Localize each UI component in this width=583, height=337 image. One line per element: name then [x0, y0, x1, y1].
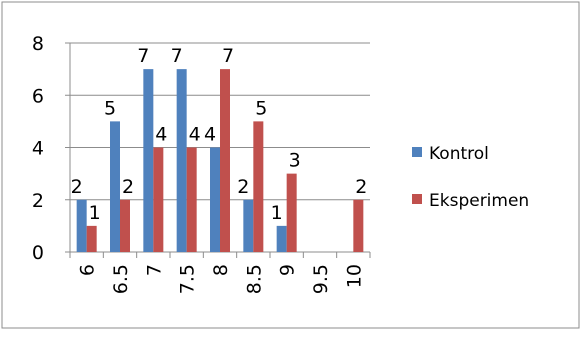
data-label: 7 [222, 45, 234, 67]
x-tick-label: 10 [343, 264, 365, 288]
bar-eksperimen-6 [86, 225, 97, 252]
data-label: 1 [89, 202, 101, 224]
data-label: 4 [189, 124, 201, 146]
x-tick-label: 8.5 [243, 264, 265, 294]
x-tick-label: 9.5 [310, 264, 332, 294]
bar-kontrol-6 [76, 199, 87, 252]
legend: Kontrol Eksperimen [412, 144, 529, 211]
data-label: 2 [122, 176, 134, 198]
legend-label: Eksperimen [429, 191, 529, 211]
data-label: 4 [204, 124, 216, 146]
data-label: 5 [104, 97, 116, 119]
data-label: 7 [137, 45, 149, 67]
bar-kontrol-7 [143, 69, 154, 252]
data-label: 7 [171, 45, 183, 67]
bar-eksperimen-7.5 [186, 147, 197, 252]
x-tick-label: 8 [210, 264, 232, 276]
bar-kontrol-9 [276, 225, 287, 252]
data-label: 2 [71, 176, 83, 198]
x-tick-label: 7 [143, 264, 165, 276]
y-tick-label: 6 [32, 85, 44, 107]
bar-eksperimen-8 [220, 69, 230, 252]
bar-eksperimen-8.5 [253, 121, 264, 252]
bar-eksperimen-6.5 [120, 199, 130, 252]
bar-kontrol-8 [210, 147, 220, 252]
chart-border [1, 1, 580, 329]
x-tick-label: 9 [277, 264, 299, 276]
y-tick-label: 8 [32, 33, 44, 55]
legend-label: Kontrol [429, 144, 489, 164]
data-label: 5 [255, 97, 267, 119]
bars [76, 69, 364, 252]
bar-kontrol-6.5 [110, 121, 120, 252]
legend-swatch [412, 194, 422, 204]
x-tick-label: 7.5 [177, 264, 199, 294]
data-label: 4 [155, 124, 167, 146]
legend-swatch [412, 147, 422, 157]
bar-eksperimen-10 [353, 199, 364, 252]
bar-kontrol-7.5 [176, 69, 187, 252]
data-label: 2 [355, 176, 367, 198]
bar-eksperimen-9 [286, 173, 297, 252]
y-tick-label: 4 [32, 138, 44, 160]
bar-kontrol-8.5 [243, 199, 254, 252]
data-label: 1 [271, 202, 283, 224]
x-tick-label: 6 [77, 264, 99, 276]
y-tick-label: 0 [32, 242, 44, 264]
data-label: 2 [237, 176, 249, 198]
y-tick-label: 2 [32, 190, 44, 212]
data-label: 3 [289, 150, 301, 172]
bar-eksperimen-7 [153, 147, 164, 252]
x-tick-label: 6.5 [110, 264, 132, 294]
